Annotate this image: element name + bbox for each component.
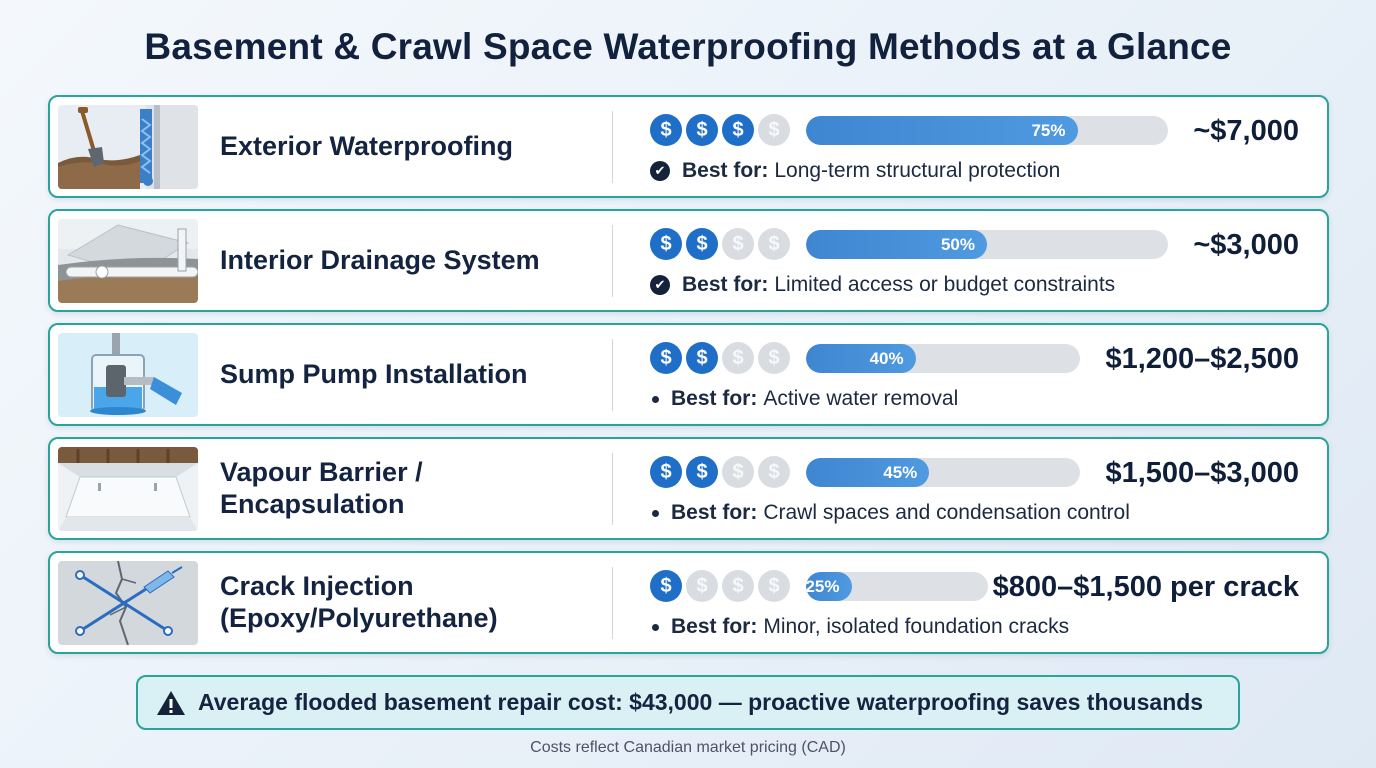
dollar-coin-icon: $: [722, 342, 754, 374]
row-divider: [612, 339, 613, 411]
dollar-coin-icon: $: [650, 342, 682, 374]
method-name: Sump Pump Installation: [220, 359, 528, 389]
row-divider: [612, 225, 613, 297]
dollar-coin-icon: $: [686, 456, 718, 488]
relative-cost-label: 75%: [1031, 120, 1066, 140]
cost-level-coins: $ $ $ $: [650, 456, 790, 488]
price-estimate: $1,500–$3,000: [1105, 456, 1299, 489]
method-row-sump-pump: Sump Pump Installation $ $ $ $ 40% $1,20…: [48, 323, 1329, 426]
relative-cost-bar: 40%: [806, 344, 1080, 373]
best-for-label: Best for:: [671, 615, 758, 638]
relative-cost-fill: 50%: [806, 230, 987, 259]
relative-cost-bar: 25%: [806, 572, 988, 601]
best-for: Best for: Crawl spaces and condensation …: [650, 501, 1130, 525]
crack-injection-illustration: [58, 561, 198, 645]
method-name: Interior Drainage System: [220, 245, 540, 275]
row-divider: [612, 453, 613, 525]
relative-cost-label: 50%: [940, 234, 975, 254]
relative-cost-label: 45%: [883, 462, 918, 482]
best-for-text: Limited access or budget constraints: [774, 273, 1116, 296]
best-for: Best for: Active water removal: [650, 387, 958, 411]
bullet-dot-icon: [652, 623, 659, 631]
dollar-coin-icon: $: [722, 114, 754, 146]
dollar-coin-icon: $: [758, 342, 790, 374]
best-for-text: Long-term structural protection: [774, 159, 1061, 182]
cost-level-coins: $ $ $ $: [650, 570, 790, 602]
dollar-coin-icon: $: [650, 228, 682, 260]
method-row-crack-injection: Crack Injection (Epoxy/Polyurethane) $ $…: [48, 551, 1329, 654]
row-divider: [612, 567, 613, 639]
best-for-label: Best for:: [682, 159, 769, 182]
sump-pump-illustration: [58, 333, 198, 417]
bullet-dot-icon: [652, 395, 659, 403]
cost-level-coins: $ $ $ $: [650, 114, 790, 146]
best-for-label: Best for:: [671, 387, 758, 410]
relative-cost-label: 25%: [806, 576, 840, 596]
relative-cost-fill: 25%: [806, 572, 852, 601]
method-name: Vapour Barrier / Encapsulation: [220, 457, 423, 519]
best-for-label: Best for:: [682, 273, 769, 296]
dollar-coin-icon: $: [686, 228, 718, 260]
warning-triangle-icon: [157, 690, 185, 715]
interior-drain-illustration: [58, 219, 198, 303]
check-circle-icon: ✔: [650, 161, 670, 181]
best-for-text: Crawl spaces and condensation control: [763, 501, 1130, 524]
dollar-coin-icon: $: [722, 228, 754, 260]
method-name: Exterior Waterproofing: [220, 131, 514, 161]
dollar-coin-icon: $: [650, 570, 682, 602]
relative-cost-fill: 40%: [806, 344, 916, 373]
price-estimate: $1,200–$2,500: [1105, 342, 1299, 375]
dollar-coin-icon: $: [722, 570, 754, 602]
page-title: Basement & Crawl Space Waterproofing Met…: [144, 26, 1232, 67]
relative-cost-bar: 75%: [806, 116, 1168, 145]
dollar-coin-icon: $: [758, 570, 790, 602]
relative-cost-bar: 45%: [806, 458, 1080, 487]
dollar-coin-icon: $: [722, 456, 754, 488]
cost-level-coins: $ $ $ $: [650, 342, 790, 374]
dollar-coin-icon: $: [686, 570, 718, 602]
method-row-interior-drainage: Interior Drainage System $ $ $ $ 50% ~$3…: [48, 209, 1329, 312]
dollar-coin-icon: $: [758, 456, 790, 488]
best-for-text: Minor, isolated foundation cracks: [763, 615, 1070, 638]
flood-cost-banner: Average flooded basement repair cost: $4…: [136, 675, 1240, 730]
best-for-text: Active water removal: [763, 387, 959, 410]
best-for: ✔ Best for: Long-term structural protect…: [650, 159, 1060, 183]
best-for: Best for: Minor, isolated foundation cra…: [650, 615, 1069, 639]
price-estimate: $800–$1,500 per crack: [992, 570, 1299, 603]
banner-text: Average flooded basement repair cost: $4…: [198, 689, 1204, 715]
dollar-coin-icon: $: [758, 114, 790, 146]
check-circle-icon: ✔: [650, 275, 670, 295]
relative-cost-fill: 45%: [806, 458, 930, 487]
method-row-vapour-barrier: Vapour Barrier / Encapsulation $ $ $ $ 4…: [48, 437, 1329, 540]
dollar-coin-icon: $: [650, 456, 682, 488]
dollar-coin-icon: $: [650, 114, 682, 146]
best-for: ✔ Best for: Limited access or budget con…: [650, 273, 1115, 297]
row-divider: [612, 111, 613, 183]
method-row-exterior-waterproofing: Exterior Waterproofing $ $ $ $ 75% ~$7,0…: [48, 95, 1329, 198]
bullet-dot-icon: [652, 509, 659, 517]
dollar-coin-icon: $: [686, 114, 718, 146]
method-name: Crack Injection (Epoxy/Polyurethane): [220, 571, 498, 633]
price-estimate: ~$7,000: [1193, 114, 1299, 147]
dollar-coin-icon: $: [686, 342, 718, 374]
crawl-space-encapsulation-illustration: [58, 447, 198, 531]
relative-cost-label: 40%: [869, 348, 904, 368]
relative-cost-bar: 50%: [806, 230, 1168, 259]
relative-cost-fill: 75%: [806, 116, 1078, 145]
cost-level-coins: $ $ $ $: [650, 228, 790, 260]
methods-list: Exterior Waterproofing $ $ $ $ 75% ~$7,0…: [48, 95, 1329, 665]
footnote: Costs reflect Canadian market pricing (C…: [530, 739, 846, 756]
price-estimate: ~$3,000: [1193, 228, 1299, 261]
dollar-coin-icon: $: [758, 228, 790, 260]
best-for-label: Best for:: [671, 501, 758, 524]
exterior-excavation-illustration: [58, 105, 198, 189]
